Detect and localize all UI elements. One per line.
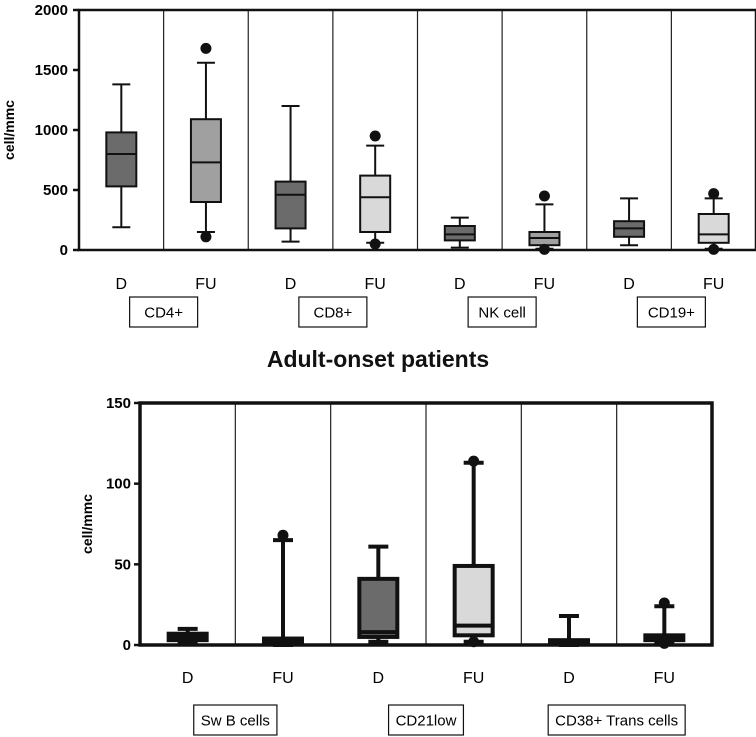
outlier-point — [200, 231, 212, 243]
group-label-text: CD38+ Trans cells — [555, 713, 678, 730]
group-label-box — [193, 704, 278, 736]
y-axis-label: cell/mmc — [1, 100, 17, 160]
outlier-point — [538, 243, 550, 255]
plot-frame — [138, 401, 714, 647]
box-fu-4 — [452, 455, 495, 648]
outlier-point — [658, 637, 670, 649]
outlier-point — [708, 188, 720, 200]
group-label-text: CD21low — [396, 713, 457, 730]
box-d-7 — [613, 197, 646, 247]
box-iqr — [359, 174, 392, 234]
y-tick-label: 50 — [114, 556, 131, 573]
category-label: FU — [272, 670, 293, 687]
category-label: D — [623, 276, 635, 293]
outlier-point — [468, 455, 480, 467]
outlier-point — [468, 636, 480, 648]
box-iqr — [105, 131, 138, 188]
box-fu-6 — [643, 597, 686, 649]
y-tick-label: 0 — [123, 637, 131, 654]
box-iqr — [443, 225, 476, 242]
y-tick-label: 1000 — [35, 122, 68, 139]
group-label-text: Sw B cells — [201, 713, 270, 730]
chart-2: 0 50 100 150 cell/mmc D FU D FU D FU Sw B cells CD21… — [79, 395, 714, 736]
figure-title: Adult-onset patients — [266, 346, 490, 372]
group-label-cd38-trans-cells: CD38+ Trans cells — [547, 704, 686, 736]
group-label-text: CD8+ — [313, 305, 352, 322]
y-axis-label: cell/mmc — [79, 494, 95, 554]
box-iqr — [189, 118, 222, 203]
category-label: D — [285, 276, 297, 293]
box-fu-4 — [359, 130, 392, 250]
group-label-text: CD19+ — [648, 305, 695, 322]
category-label: FU — [463, 670, 484, 687]
group-label-box — [636, 296, 706, 328]
outlier-point — [369, 130, 381, 142]
group-label-box — [298, 296, 368, 328]
outlier-point — [369, 238, 381, 250]
y-tick-label: 1500 — [35, 62, 68, 79]
outlier-point — [277, 529, 289, 541]
group-label-text: NK cell — [478, 305, 526, 322]
y-tick-label: 2000 — [35, 2, 68, 19]
category-label: D — [182, 670, 194, 687]
group-label-cd21low: CD21low — [387, 704, 465, 736]
outlier-point — [200, 42, 212, 54]
box-fu-2 — [189, 42, 222, 243]
chart-1: 0 500 1000 1500 2000 cell/mmc D FU D FU D FU D FU CD4+… — [1, 2, 756, 328]
y-tick-label: 100 — [106, 476, 131, 493]
category-label: FU — [365, 276, 386, 293]
category-label: FU — [534, 276, 555, 293]
box-d-3 — [357, 544, 400, 644]
box-iqr — [697, 213, 730, 244]
box-d-1 — [105, 83, 138, 229]
category-label: D — [454, 276, 466, 293]
group-label-nk-cell: NK cell — [467, 296, 537, 328]
outlier-point — [658, 597, 670, 609]
group-label-box — [547, 704, 686, 736]
box-iqr — [357, 576, 400, 639]
y-tick-label: 0 — [60, 242, 68, 259]
category-label: D — [116, 276, 128, 293]
group-label-box — [387, 704, 465, 736]
group-label-sw-b-cells: Sw B cells — [193, 704, 278, 736]
category-label: FU — [703, 276, 724, 293]
box-d-3 — [274, 105, 307, 243]
category-label: FU — [195, 276, 216, 293]
y-tick-label: 150 — [106, 395, 131, 412]
group-label-text: CD4+ — [144, 305, 183, 322]
group-label-cd8-: CD8+ — [298, 296, 368, 328]
y-tick-label: 500 — [43, 182, 68, 199]
category-label: D — [373, 670, 385, 687]
category-label: FU — [654, 670, 675, 687]
outlier-point — [708, 243, 720, 255]
group-label-cd4-: CD4+ — [129, 296, 199, 328]
group-label-box — [467, 296, 537, 328]
box-fu-6 — [528, 190, 561, 255]
group-label-box — [129, 296, 199, 328]
box-d-1 — [166, 626, 209, 646]
box-iqr — [274, 180, 307, 230]
box-fu-8 — [697, 188, 730, 255]
box-d-5 — [443, 216, 476, 249]
outlier-point — [538, 190, 550, 202]
group-label-cd19-: CD19+ — [636, 296, 706, 328]
category-label: D — [563, 670, 575, 687]
box-fu-2 — [262, 529, 304, 647]
box-d-5 — [548, 613, 590, 647]
